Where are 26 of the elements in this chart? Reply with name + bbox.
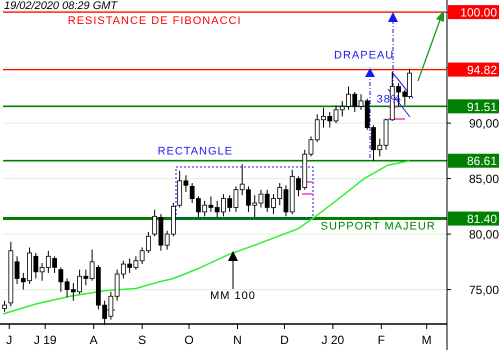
ref-line-label: 100.00 <box>460 6 498 20</box>
annotation: 19/02/2020 08:29 GMT <box>4 0 118 12</box>
y-tick-label: 75,00 <box>468 283 500 298</box>
annotation: MM 100 <box>210 290 256 302</box>
y-tick-label: 90,00 <box>468 116 500 131</box>
x-tick-label: J 20 <box>322 333 345 347</box>
annotation: SUPPORT MAJEUR <box>320 220 436 233</box>
ref-line-label: 94.82 <box>466 63 498 78</box>
x-tick-label: A <box>90 333 98 347</box>
x-tick-label: F <box>378 333 386 347</box>
x-tick-label: J <box>6 333 12 347</box>
annotation: RESISTANCE DE FIBONACCI <box>68 15 242 28</box>
ref-line-label: 81.40 <box>466 212 498 226</box>
y-tick-label: 85,00 <box>468 172 500 186</box>
annotation: RECTANGLE <box>158 146 234 158</box>
x-tick-label: J 19 <box>34 333 57 347</box>
ref-line-label: 91.51 <box>466 100 498 114</box>
x-tick-label: S <box>138 333 146 347</box>
x-tick-label: N <box>233 333 242 347</box>
x-tick-label: D <box>280 333 290 347</box>
ref-line-label: 86.61 <box>466 154 498 168</box>
x-tick-label: O <box>184 333 194 347</box>
annotation: DRAPEAU <box>334 50 394 62</box>
y-tick-label: 80,00 <box>468 228 500 242</box>
candlestick <box>2 300 7 312</box>
x-tick-label: M <box>422 333 432 347</box>
